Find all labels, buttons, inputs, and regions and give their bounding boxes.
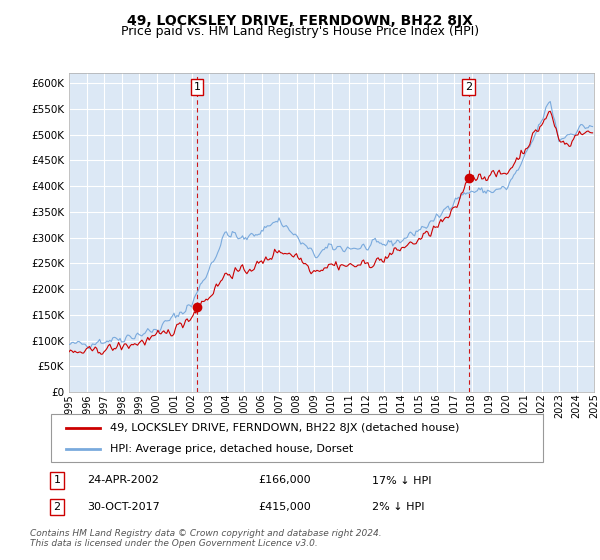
Text: 49, LOCKSLEY DRIVE, FERNDOWN, BH22 8JX (detached house): 49, LOCKSLEY DRIVE, FERNDOWN, BH22 8JX (…: [110, 423, 460, 433]
Text: 1: 1: [53, 475, 61, 486]
FancyBboxPatch shape: [51, 414, 543, 462]
Text: HPI: Average price, detached house, Dorset: HPI: Average price, detached house, Dors…: [110, 444, 353, 454]
Text: 24-APR-2002: 24-APR-2002: [87, 475, 159, 486]
Text: £415,000: £415,000: [258, 502, 311, 512]
Text: 2: 2: [465, 82, 472, 92]
Text: Contains HM Land Registry data © Crown copyright and database right 2024.
This d: Contains HM Land Registry data © Crown c…: [30, 529, 382, 548]
Text: 30-OCT-2017: 30-OCT-2017: [87, 502, 160, 512]
Text: 17% ↓ HPI: 17% ↓ HPI: [372, 475, 431, 486]
Text: 2: 2: [53, 502, 61, 512]
Text: Price paid vs. HM Land Registry's House Price Index (HPI): Price paid vs. HM Land Registry's House …: [121, 25, 479, 38]
Text: 2% ↓ HPI: 2% ↓ HPI: [372, 502, 425, 512]
Text: 1: 1: [193, 82, 200, 92]
Text: 49, LOCKSLEY DRIVE, FERNDOWN, BH22 8JX: 49, LOCKSLEY DRIVE, FERNDOWN, BH22 8JX: [127, 14, 473, 28]
Text: £166,000: £166,000: [258, 475, 311, 486]
